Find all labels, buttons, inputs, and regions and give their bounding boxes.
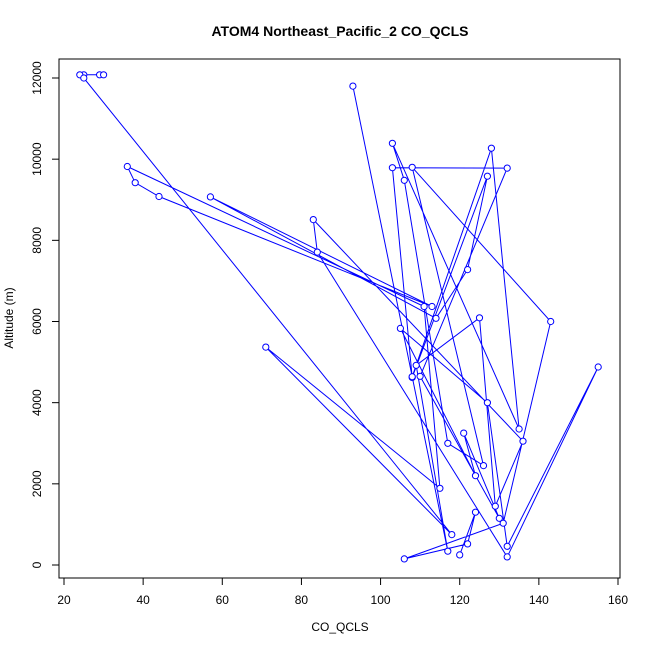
x-tick-label: 80 (295, 593, 309, 607)
data-point (131, 179, 139, 187)
data-point (460, 429, 468, 437)
data-point (483, 172, 491, 180)
data-point (499, 519, 507, 527)
data-point (416, 372, 424, 380)
data-point (396, 324, 404, 332)
data-point (594, 363, 602, 371)
data-point (487, 144, 495, 152)
data-point (464, 266, 472, 274)
data-point (100, 71, 108, 79)
x-tick-label: 100 (371, 593, 391, 607)
data-point (412, 361, 420, 369)
x-axis-label: CO_QCLS (311, 620, 368, 634)
plot-frame (58, 58, 621, 579)
data-point (456, 551, 464, 559)
data-layer (76, 71, 602, 563)
data-point (495, 514, 503, 522)
chart-title: ATOM4 Northeast_Pacific_2 CO_QCLS (211, 23, 468, 39)
data-point (123, 162, 131, 171)
data-point (547, 317, 555, 326)
data-point (503, 553, 511, 561)
data-point (515, 425, 523, 433)
data-point (408, 163, 416, 171)
data-point (155, 192, 163, 201)
data-point (349, 82, 357, 90)
y-axis: 0 2000 4000 6000 8000 10000 12000 (30, 61, 60, 568)
data-point (388, 164, 396, 172)
data-point (400, 176, 408, 184)
data-point (519, 437, 527, 445)
data-point (388, 139, 396, 147)
y-tick-label: 12000 (30, 61, 44, 95)
y-tick-label: 2000 (30, 470, 44, 497)
y-axis-label: Altitude (m) (2, 287, 16, 348)
data-point (262, 343, 270, 351)
y-tick-label: 8000 (30, 227, 44, 254)
data-point (483, 399, 491, 407)
data-point (464, 540, 472, 548)
x-axis: 20 40 60 80 100 120 140 160 (57, 577, 628, 607)
x-tick-label: 120 (450, 593, 470, 607)
x-tick-label: 40 (136, 593, 150, 607)
data-point (408, 373, 416, 381)
x-tick-label: 60 (216, 593, 230, 607)
y-tick-label: 0 (30, 561, 44, 568)
x-tick-label: 160 (608, 593, 628, 607)
data-point (206, 193, 214, 201)
series-line (78, 74, 599, 560)
y-tick-label: 10000 (30, 142, 44, 176)
data-point (491, 502, 499, 510)
data-point (436, 484, 444, 492)
data-point (503, 164, 511, 172)
data-point (448, 531, 456, 539)
data-point (444, 547, 452, 555)
data-point (428, 302, 436, 311)
data-point (80, 74, 88, 82)
data-point (400, 555, 408, 563)
data-point (471, 472, 480, 480)
data-point (471, 508, 480, 516)
y-tick-label: 4000 (30, 389, 44, 416)
y-tick-label: 6000 (30, 308, 44, 335)
data-point (479, 462, 488, 470)
data-point (475, 314, 484, 322)
data-point (420, 302, 428, 311)
x-tick-label: 20 (57, 593, 71, 607)
data-point (444, 439, 452, 447)
x-tick-label: 140 (529, 593, 549, 607)
data-point (503, 542, 511, 550)
data-point (313, 248, 321, 256)
data-point (309, 216, 317, 224)
data-point (432, 314, 440, 322)
